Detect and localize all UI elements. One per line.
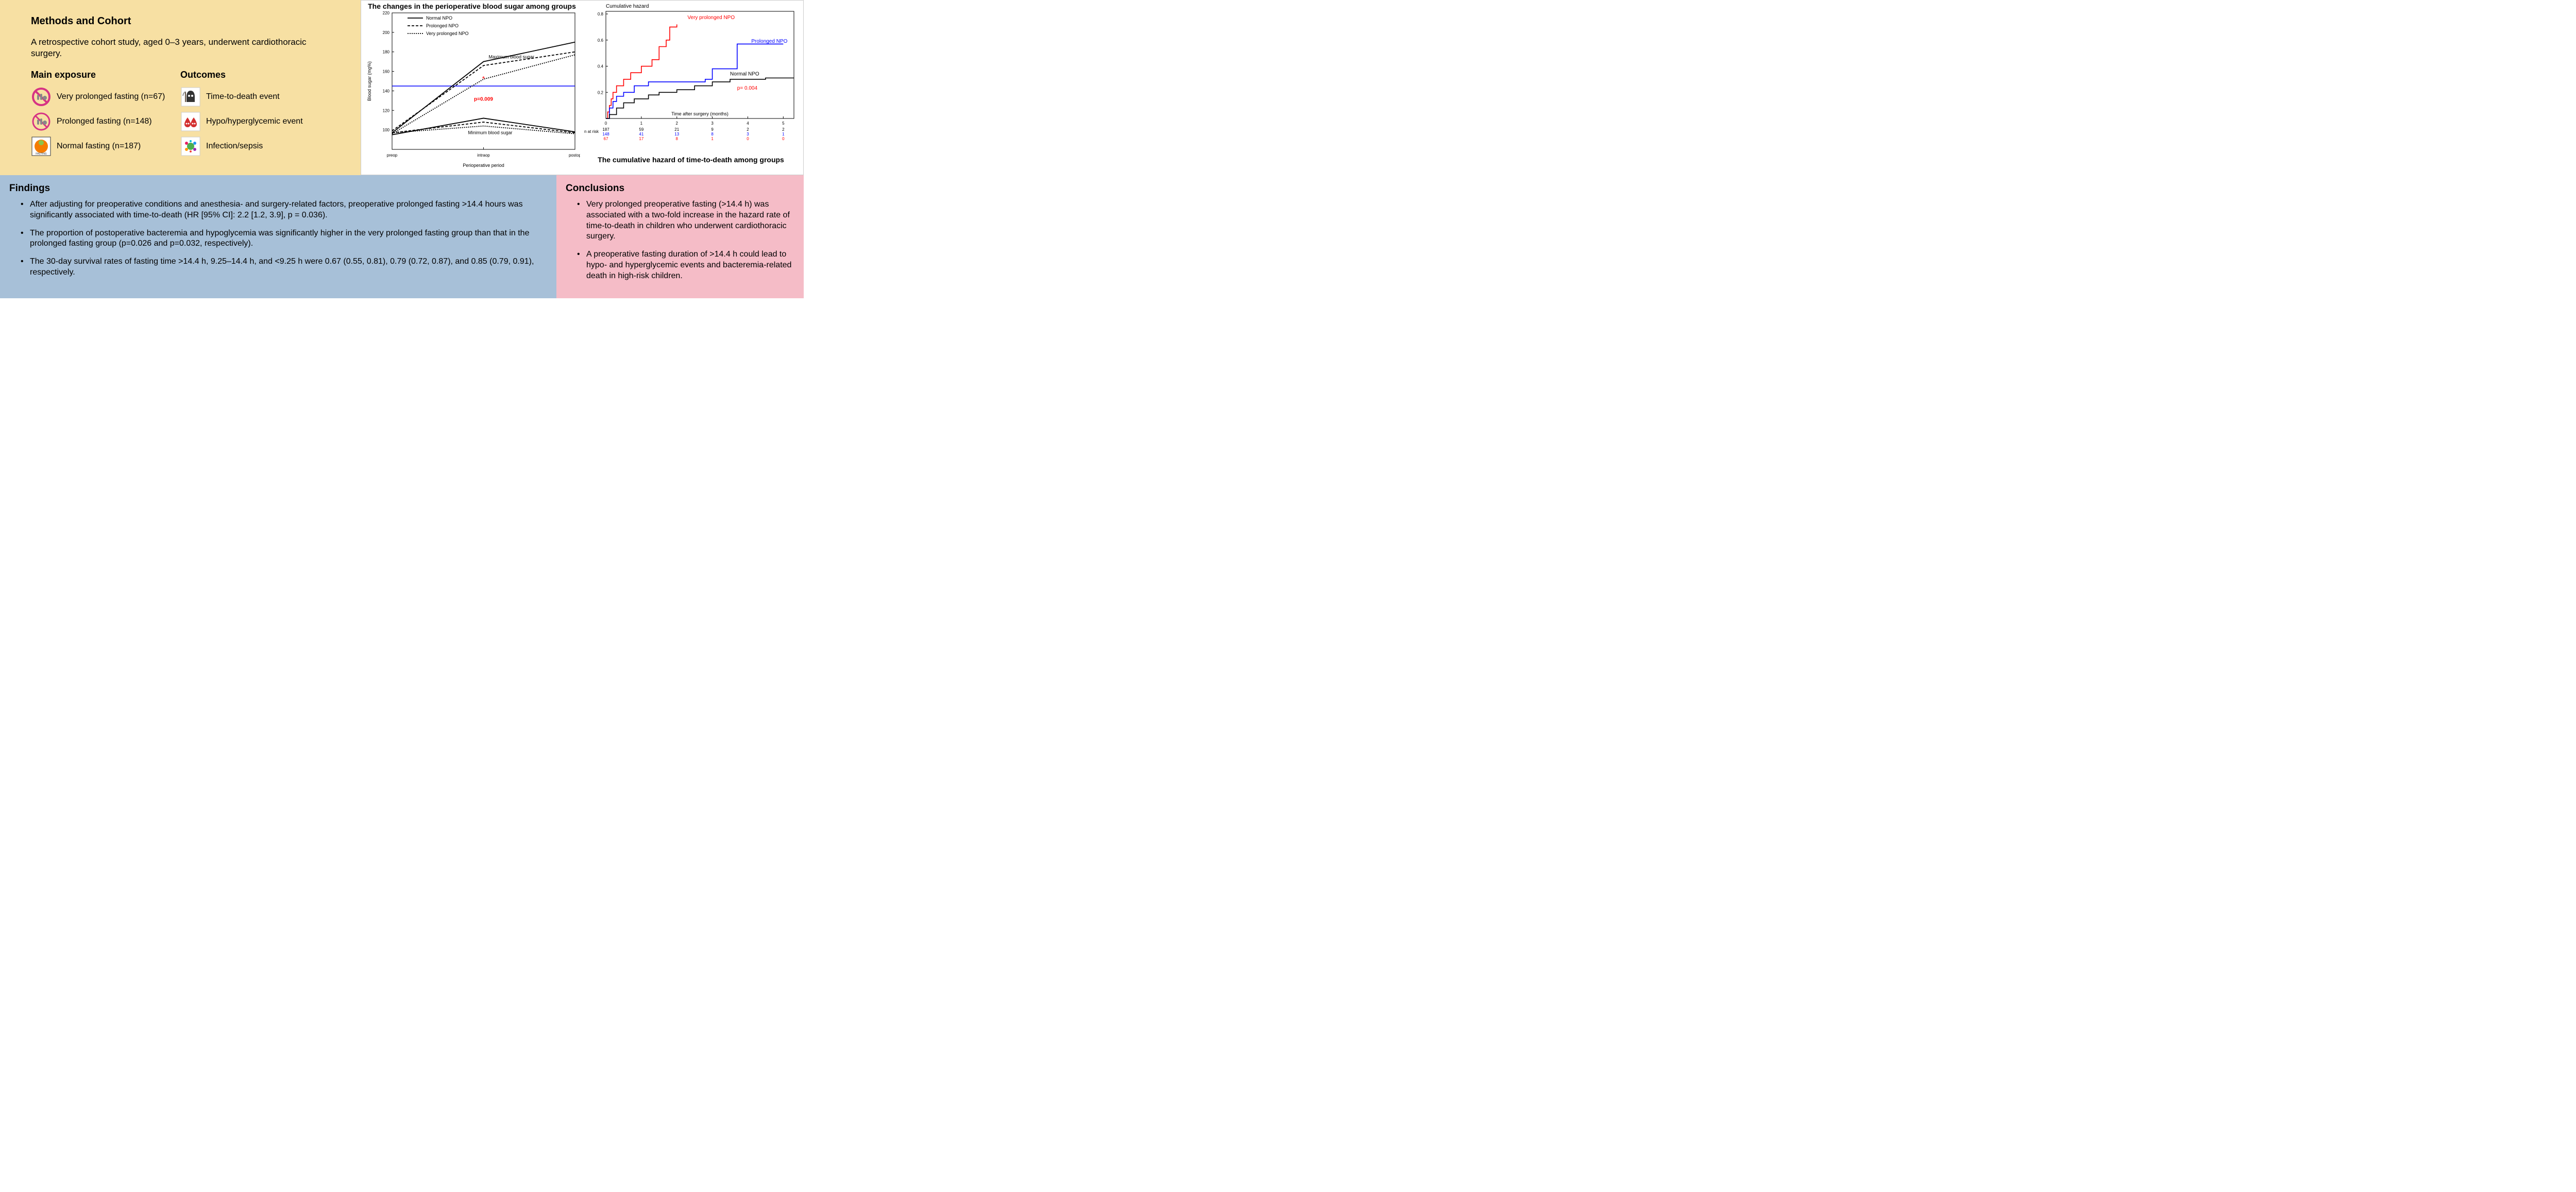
methods-title: Methods and Cohort [31,15,330,27]
svg-text:0.8: 0.8 [598,12,604,16]
svg-text:1: 1 [711,137,714,141]
svg-text:Blood sugar (mg%): Blood sugar (mg%) [367,61,372,101]
svg-text:Prolonged NPO: Prolonged NPO [751,39,787,44]
svg-text:FASTING: FASTING [36,152,47,156]
svg-text:200: 200 [383,30,390,35]
svg-text:67: 67 [604,137,608,141]
svg-text:8: 8 [711,132,714,137]
exposure-label: Very prolonged fasting (n=67) [57,92,165,101]
svg-text:0.2: 0.2 [598,90,604,95]
svg-text:Very prolonged NPO: Very prolonged NPO [687,15,735,21]
svg-text:21: 21 [674,127,679,132]
exposure-label: Prolonged fasting (n=148) [57,117,152,126]
conclusions-bullet: Very prolonged preoperative fasting (>14… [566,199,794,242]
virus-icon [180,136,201,157]
outcome-item: Infection/sepsis [180,136,330,157]
exposure-item: Very prolonged fasting (n=67) [31,87,180,107]
svg-text:1: 1 [782,132,785,137]
chart2-title: The cumulative hazard of time-to-death a… [583,156,799,164]
outcome-label: Hypo/hyperglycemic event [206,117,303,126]
svg-text:160: 160 [383,70,390,74]
plate-icon: FASTING [31,136,52,157]
svg-text:41: 41 [639,132,643,137]
exposure-header: Main exposure [31,70,180,80]
svg-text:0.4: 0.4 [598,64,604,69]
blood-sugar-chart: 100 120 140 160 180 200 220 preop intraop postop P… [364,10,580,170]
svg-text:9: 9 [711,127,714,132]
outcome-item: Hypo/hyperglycemic event [180,111,330,132]
svg-text:0.6: 0.6 [598,38,604,43]
svg-text:59: 59 [639,127,643,132]
outcomes-column: Outcomes Time-to-death event Hypo/hypergl… [180,70,330,161]
methods-panel: Methods and Cohort A retrospective cohor… [0,0,361,175]
svg-text:preop: preop [387,153,398,158]
svg-text:2: 2 [676,121,679,126]
svg-text:4: 4 [747,121,749,126]
svg-text:180: 180 [383,50,390,55]
conclusions-title: Conclusions [566,183,794,194]
svg-text:Prolonged NPO: Prolonged NPO [426,23,459,28]
no-food-strong-icon [31,87,52,107]
exposure-item: Prolonged fasting (n=148) [31,111,180,132]
svg-text:0: 0 [782,137,785,141]
svg-text:17: 17 [639,137,643,141]
svg-text:148: 148 [602,132,609,137]
svg-text:n at risk: n at risk [584,129,599,134]
conclusions-bullet: A preoperative fasting duration of >14.4… [566,249,794,281]
svg-text:3: 3 [711,121,714,126]
svg-text:Cumulative hazard: Cumulative hazard [606,4,649,9]
svg-text:187: 187 [602,127,609,132]
svg-text:120: 120 [383,108,390,113]
findings-bullet: The proportion of postoperative bacterem… [9,228,536,250]
conclusions-list: Very prolonged preoperative fasting (>14… [566,199,794,282]
exposure-label: Normal fasting (n=187) [57,142,141,151]
findings-panel: Findings After adjusting for preoperativ… [0,175,556,298]
svg-text:Minimum blood sugar: Minimum blood sugar [468,130,513,135]
methods-description: A retrospective cohort study, aged 0–3 y… [31,37,330,59]
no-food-icon [31,111,52,132]
svg-text:Normal NPO: Normal NPO [426,15,452,21]
svg-text:intraop: intraop [477,153,490,158]
svg-text:Maximum blood sugar: Maximum blood sugar [489,55,535,60]
svg-text:p=0.009: p=0.009 [474,96,493,102]
chart1-title: The changes in the perioperative blood s… [364,2,580,10]
svg-text:3: 3 [747,132,749,137]
exposure-column: Main exposure Very prolonged fasting (n=… [31,70,180,161]
outcome-label: Time-to-death event [206,92,280,101]
findings-title: Findings [9,183,536,194]
svg-text:postop: postop [569,153,580,158]
outcome-item: Time-to-death event [180,87,330,107]
svg-text:100: 100 [383,128,390,132]
svg-text:Time after surgery (months): Time after surgery (months) [671,111,728,116]
findings-list: After adjusting for preoperative conditi… [9,199,536,278]
reaper-icon [180,87,201,107]
svg-text:13: 13 [674,132,679,137]
svg-text:Very prolonged NPO: Very prolonged NPO [426,31,469,36]
svg-text:0: 0 [747,137,749,141]
svg-text:p= 0.004: p= 0.004 [737,86,758,91]
svg-text:Normal NPO: Normal NPO [730,71,759,77]
svg-text:Perioperative period: Perioperative period [463,163,504,168]
conclusions-panel: Conclusions Very prolonged preoperative … [556,175,804,298]
findings-bullet: After adjusting for preoperative conditi… [9,199,536,221]
svg-text:220: 220 [383,11,390,15]
findings-bullet: The 30-day survival rates of fasting tim… [9,257,536,278]
svg-text:1: 1 [640,121,643,126]
svg-text:2: 2 [782,127,785,132]
svg-text:5: 5 [782,121,785,126]
cumulative-hazard-chart: Cumulative hazard0.20.40.60.8012345Time … [583,2,799,155]
exposure-item: FASTING Normal fasting (n=187) [31,136,180,157]
svg-text:140: 140 [383,89,390,93]
outcomes-header: Outcomes [180,70,330,80]
svg-text:0: 0 [605,121,607,126]
svg-text:8: 8 [676,137,679,141]
blood-icon [180,111,201,132]
svg-text:*: * [482,75,485,83]
graphical-abstract: Methods and Cohort A retrospective cohor… [0,0,804,298]
charts-panel: The changes in the perioperative blood s… [361,0,804,175]
outcome-label: Infection/sepsis [206,142,263,151]
svg-text:2: 2 [747,127,749,132]
